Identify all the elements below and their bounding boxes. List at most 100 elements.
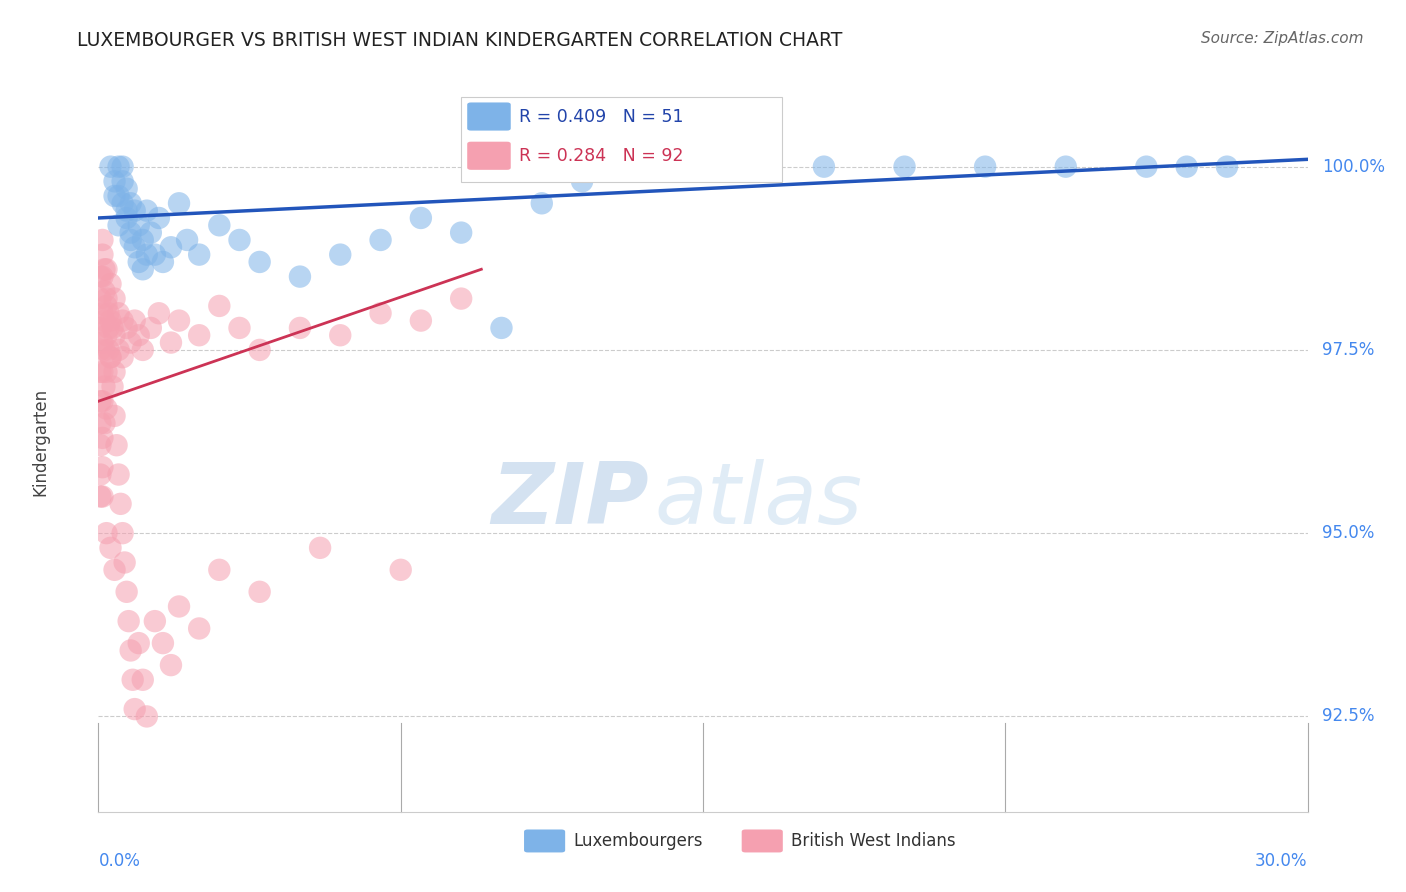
Point xyxy=(93,343,115,357)
Point xyxy=(120,233,142,247)
Point xyxy=(176,233,198,247)
Point xyxy=(103,292,125,306)
Point xyxy=(89,438,111,452)
Point xyxy=(105,438,128,452)
Point xyxy=(97,321,120,335)
Point xyxy=(100,350,122,364)
Point xyxy=(91,269,114,284)
Text: Luxembourgers: Luxembourgers xyxy=(574,831,703,849)
Point xyxy=(89,467,111,482)
Point xyxy=(188,622,211,636)
Point xyxy=(450,292,472,306)
Point xyxy=(143,247,166,261)
Point xyxy=(107,219,129,233)
Point xyxy=(124,203,146,218)
Point xyxy=(1054,160,1077,174)
Point xyxy=(135,709,157,723)
Point xyxy=(93,416,115,430)
Point xyxy=(389,563,412,577)
Point xyxy=(101,379,124,393)
FancyBboxPatch shape xyxy=(461,97,782,183)
Point xyxy=(651,160,673,174)
Point xyxy=(91,394,114,409)
Point xyxy=(1175,160,1198,174)
Point xyxy=(409,211,432,225)
Text: LUXEMBOURGER VS BRITISH WEST INDIAN KINDERGARTEN CORRELATION CHART: LUXEMBOURGER VS BRITISH WEST INDIAN KIND… xyxy=(77,31,842,50)
Point xyxy=(571,174,593,188)
Point xyxy=(89,394,111,409)
Point xyxy=(115,181,138,195)
Text: 30.0%: 30.0% xyxy=(1256,853,1308,871)
Text: Kindergarten: Kindergarten xyxy=(31,387,49,496)
Point xyxy=(128,255,150,269)
Point xyxy=(152,636,174,650)
Point xyxy=(132,233,155,247)
Point xyxy=(813,160,835,174)
Text: 100.0%: 100.0% xyxy=(1322,158,1385,176)
Point xyxy=(111,526,134,541)
Point xyxy=(733,160,755,174)
Point xyxy=(208,299,231,313)
Point xyxy=(329,328,352,343)
Point xyxy=(103,328,125,343)
Point xyxy=(114,556,136,570)
Point xyxy=(96,526,118,541)
Text: 95.0%: 95.0% xyxy=(1322,524,1375,542)
Point xyxy=(160,335,183,350)
Point xyxy=(974,160,997,174)
Point xyxy=(135,247,157,261)
Point xyxy=(120,226,142,240)
Point xyxy=(228,233,250,247)
Point xyxy=(91,233,114,247)
Point xyxy=(100,350,122,364)
Point xyxy=(120,196,142,211)
Point xyxy=(1135,160,1157,174)
Point xyxy=(115,203,138,218)
Point xyxy=(96,292,118,306)
Point xyxy=(100,277,122,291)
Point xyxy=(450,226,472,240)
Point xyxy=(135,203,157,218)
Point xyxy=(101,321,124,335)
FancyBboxPatch shape xyxy=(742,830,783,853)
Point xyxy=(96,299,118,313)
Point xyxy=(115,211,138,225)
Point xyxy=(120,643,142,657)
Point xyxy=(167,313,190,327)
Point xyxy=(152,255,174,269)
Point xyxy=(139,321,162,335)
Point xyxy=(148,306,170,320)
Point xyxy=(89,321,111,335)
Point xyxy=(309,541,332,555)
Point xyxy=(96,401,118,416)
Point xyxy=(91,431,114,445)
Point xyxy=(121,673,143,687)
Point xyxy=(107,160,129,174)
Text: 92.5%: 92.5% xyxy=(1322,707,1375,725)
Text: atlas: atlas xyxy=(655,459,863,542)
Point xyxy=(91,460,114,475)
Point xyxy=(128,636,150,650)
Point xyxy=(249,255,271,269)
FancyBboxPatch shape xyxy=(467,103,510,130)
Point xyxy=(160,658,183,673)
Text: British West Indians: British West Indians xyxy=(792,831,956,849)
Point xyxy=(93,379,115,393)
Point xyxy=(124,240,146,254)
Point xyxy=(530,196,553,211)
Point xyxy=(132,343,155,357)
Point xyxy=(139,226,162,240)
Point xyxy=(103,174,125,188)
Point xyxy=(91,247,114,261)
Point xyxy=(160,240,183,254)
Point xyxy=(93,262,115,277)
Point xyxy=(143,614,166,628)
Point xyxy=(118,614,141,628)
Point xyxy=(148,211,170,225)
Point xyxy=(107,189,129,203)
Point xyxy=(128,219,150,233)
Point xyxy=(115,584,138,599)
Text: R = 0.284   N = 92: R = 0.284 N = 92 xyxy=(519,147,683,165)
Point xyxy=(188,328,211,343)
Point xyxy=(103,189,125,203)
